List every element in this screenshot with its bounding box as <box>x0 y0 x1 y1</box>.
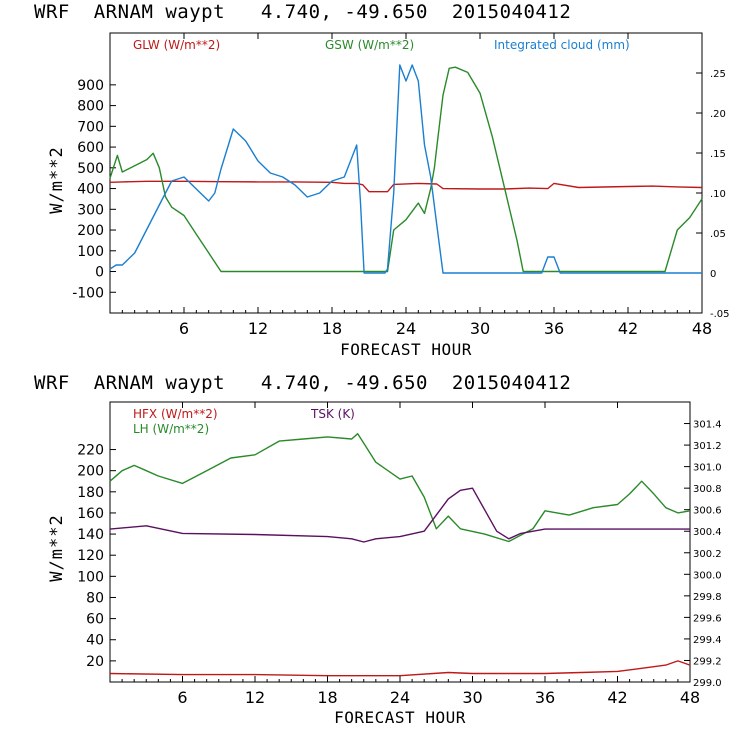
y2-tick-label: .20 <box>710 109 726 120</box>
legend-entry-2: LH (W/m**2) <box>133 422 209 436</box>
series-line-1 <box>109 180 703 193</box>
y-axis-label: W/m**2 <box>47 146 67 213</box>
x-tick-label: 18 <box>317 688 337 707</box>
chart-1: 6 12 18 24 30 36 42 48 -100 0 100 200 300 400 500 600 70… <box>47 32 730 359</box>
y-tick-label: -100 <box>72 285 104 301</box>
y-axis-label: W/m**2 <box>47 514 67 581</box>
y-tick-label: 0 <box>95 265 104 281</box>
x-tick-label: 36 <box>544 319 564 338</box>
y2-tick-label: 0 <box>710 269 716 280</box>
y-tick-label: 100 <box>77 569 104 585</box>
series-line-2 <box>109 433 691 543</box>
y-tick-label: 800 <box>77 99 104 115</box>
chart-1-header: WRF ARNAM waypt 4.740, -49.650 201504041… <box>34 1 572 23</box>
series-line-1 <box>109 660 691 677</box>
y2-tick-label: 299.4 <box>693 635 722 646</box>
y-tick-label: 120 <box>77 548 104 564</box>
x-axis-label: FORECAST HOUR <box>340 340 472 359</box>
x-tick-label: 48 <box>692 319 712 338</box>
y-tick-label: 300 <box>77 202 104 218</box>
y2-tick-label: 299.8 <box>693 592 722 603</box>
y-tick-label: 700 <box>77 119 104 135</box>
y2-tick-label: .10 <box>710 189 726 200</box>
y-tick-label: 220 <box>77 443 104 459</box>
x-tick-label: 30 <box>462 688 482 707</box>
y2-tick-label: 300.8 <box>693 484 722 495</box>
y-tick-label: 900 <box>77 78 104 94</box>
series-line-3 <box>109 64 702 274</box>
x-tick-label: 30 <box>470 319 490 338</box>
plot-frame <box>109 401 691 683</box>
legend-entry-3: TSK (K) <box>310 407 355 421</box>
y-tick-label: 140 <box>77 527 104 543</box>
x-tick-label: 6 <box>179 319 189 338</box>
y2-tick-label: 300.6 <box>693 506 722 517</box>
y2-tick-label: 301.4 <box>693 420 722 431</box>
y2-tick-label: 299.6 <box>693 613 722 624</box>
x-tick-label: 12 <box>245 688 265 707</box>
chart-2: 6 12 18 24 30 36 42 48 20 40 60 80 100 120 140 160 180 20… <box>47 401 722 727</box>
x-tick-label: 48 <box>680 688 700 707</box>
y-tick-label: 60 <box>86 612 104 628</box>
legend-entry-1: GLW (W/m**2) <box>133 38 220 52</box>
legend-entry-1: HFX (W/m**2) <box>133 407 218 421</box>
x-tick-label: 42 <box>618 319 638 338</box>
legend-entry-3: Integrated cloud (mm) <box>494 38 630 52</box>
x-tick-label: 42 <box>607 688 627 707</box>
x-tick-label: 36 <box>535 688 555 707</box>
y2-tick-label: 301.0 <box>693 463 722 474</box>
y-tick-label: 180 <box>77 485 104 501</box>
series-line-2 <box>109 66 703 273</box>
series-line-3 <box>109 487 690 543</box>
x-tick-label: 18 <box>322 319 342 338</box>
y-tick-label: 160 <box>77 506 104 522</box>
y2-tick-label: .15 <box>710 149 726 160</box>
y2-tick-label: -.05 <box>710 309 730 320</box>
y2-tick-label: 301.2 <box>693 441 722 452</box>
y-tick-label: 200 <box>77 223 104 239</box>
x-axis-label: FORECAST HOUR <box>334 708 466 727</box>
x-tick-label: 12 <box>248 319 268 338</box>
y-tick-label: 500 <box>77 161 104 177</box>
y2-tick-label: 300.2 <box>693 549 722 560</box>
y-tick-label: 80 <box>86 590 104 606</box>
x-tick-label: 6 <box>177 688 187 707</box>
x-tick-label: 24 <box>390 688 410 707</box>
y2-tick-label: .25 <box>710 69 726 80</box>
y2-tick-label: .05 <box>710 229 726 240</box>
y2-tick-label: 300.0 <box>693 570 722 581</box>
y-tick-label: 200 <box>77 464 104 480</box>
y-tick-label: 100 <box>77 244 104 260</box>
y-tick-label: 400 <box>77 182 104 198</box>
y2-tick-label: 300.4 <box>693 527 722 538</box>
x-tick-label: 24 <box>396 319 416 338</box>
y-tick-label: 40 <box>86 633 104 649</box>
y-tick-label: 20 <box>86 654 104 670</box>
chart-2-header: WRF ARNAM waypt 4.740, -49.650 201504041… <box>34 372 572 394</box>
y2-tick-label: 299.2 <box>693 656 722 667</box>
legend-entry-2: GSW (W/m**2) <box>325 38 414 52</box>
y2-tick-label: 299.0 <box>693 678 722 689</box>
y-tick-label: 600 <box>77 140 104 156</box>
